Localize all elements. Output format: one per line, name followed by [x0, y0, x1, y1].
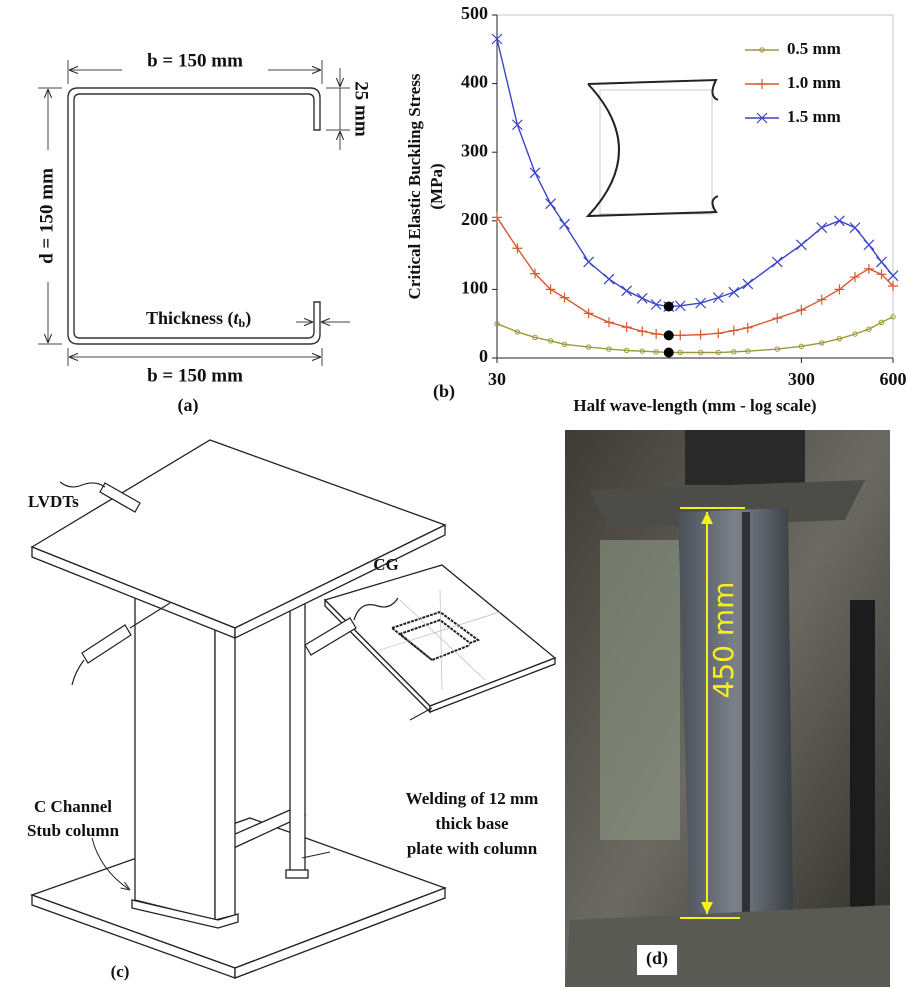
plot-frame: [497, 15, 893, 358]
dimension-label: 450 mm: [707, 582, 740, 699]
panel-label: (d): [646, 948, 668, 969]
panel-b: 0 100 200 300 400 500 30 300 600 Half wave-length…: [405, 3, 907, 415]
marker: [743, 323, 753, 333]
legend-label: 0.5 mm: [787, 39, 841, 58]
welding-label: Welding of 12 mm: [406, 789, 539, 808]
panel-label: (c): [111, 962, 130, 981]
legend-label: 1.0 mm: [787, 73, 841, 92]
marker: [864, 264, 874, 274]
marker: [876, 257, 886, 267]
column-label: Stub column: [27, 821, 120, 840]
y-tick-label: 500: [461, 3, 488, 23]
lvdt: [305, 618, 356, 655]
marker: [560, 293, 570, 303]
marker: [622, 286, 632, 296]
y-tick-label: 100: [461, 278, 488, 298]
lvdt-label: LVDTs: [28, 492, 79, 511]
marker: [584, 257, 594, 267]
y-axis-label: (MPa): [427, 163, 446, 209]
marker: [604, 317, 614, 327]
column-flange: [290, 595, 305, 877]
welding-label: plate with column: [407, 839, 538, 858]
marker: [675, 330, 685, 340]
critical-point: [664, 330, 674, 340]
x-tick-label: 30: [488, 369, 506, 389]
y-tick-label: 200: [461, 209, 488, 229]
section-outer: [68, 88, 320, 344]
panel-c: [32, 440, 555, 978]
marker: [850, 223, 860, 233]
top-width-label: b = 150 mm: [147, 50, 243, 71]
marker: [796, 240, 806, 250]
marker: [696, 330, 706, 340]
inset-outline: [600, 90, 712, 214]
lvdt: [82, 625, 131, 663]
thickness-close: ): [245, 308, 251, 329]
marker: [637, 293, 647, 303]
x-tick-label: 600: [880, 369, 907, 389]
marker: [772, 313, 782, 323]
marker: [729, 326, 739, 336]
critical-point: [664, 302, 674, 312]
cg-label: CG: [373, 555, 399, 574]
marker: [637, 326, 647, 336]
marker: [796, 305, 806, 315]
marker: [512, 243, 522, 253]
marker: [560, 219, 570, 229]
machine-head: [685, 430, 805, 485]
marker: [834, 216, 844, 226]
panel-label: (a): [178, 395, 199, 416]
inset-shape: [588, 80, 718, 216]
panel-a: b = 150 mm 25 mm d = 150 mm Thickness (t…: [36, 50, 371, 416]
marker: [743, 279, 753, 289]
lvdt-stand: [850, 600, 875, 930]
y-tick-label: 300: [461, 140, 488, 160]
critical-point: [664, 348, 674, 358]
bottom-width-label: b = 150 mm: [147, 365, 243, 386]
welding-label: thick base: [435, 814, 509, 833]
marker: [512, 120, 522, 130]
marker: [757, 79, 767, 89]
marker: [651, 329, 661, 339]
marker: [546, 199, 556, 209]
figure: b = 150 mm 25 mm d = 150 mm Thickness (t…: [0, 0, 909, 987]
panel-d: 450 mm (d): [565, 430, 890, 987]
marker: [604, 274, 614, 284]
buckle-inset: [588, 80, 718, 216]
x-axis-label: Half wave-length (mm - log scale): [573, 396, 816, 415]
y-axis-label: Critical Elastic Buckling Stress: [405, 73, 424, 299]
column-label: C Channel: [34, 797, 112, 816]
thickness-text: Thickness (: [146, 308, 234, 329]
marker: [713, 293, 723, 303]
column: [678, 508, 793, 918]
column-side: [215, 600, 235, 920]
photo-window: [600, 540, 680, 840]
marker: [713, 328, 723, 338]
weld: [286, 870, 308, 878]
marker: [817, 223, 827, 233]
column-edge: [742, 512, 750, 912]
panel-label: (b): [433, 381, 455, 402]
y-tick-label: 400: [461, 72, 488, 92]
series-line: [497, 217, 893, 335]
marker: [817, 295, 827, 305]
legend-label: 1.5 mm: [787, 107, 841, 126]
lip-label: 25 mm: [351, 81, 372, 137]
marker: [584, 308, 594, 318]
column-front: [135, 575, 215, 920]
marker: [530, 168, 540, 178]
y-tick-label: 0: [479, 346, 488, 366]
depth-label: d = 150 mm: [36, 168, 57, 264]
marker: [864, 240, 874, 250]
thickness-label: Thickness (tb): [146, 308, 251, 330]
marker: [622, 322, 632, 332]
x-tick-label: 300: [788, 369, 815, 389]
marker: [729, 287, 739, 297]
marker: [772, 257, 782, 267]
